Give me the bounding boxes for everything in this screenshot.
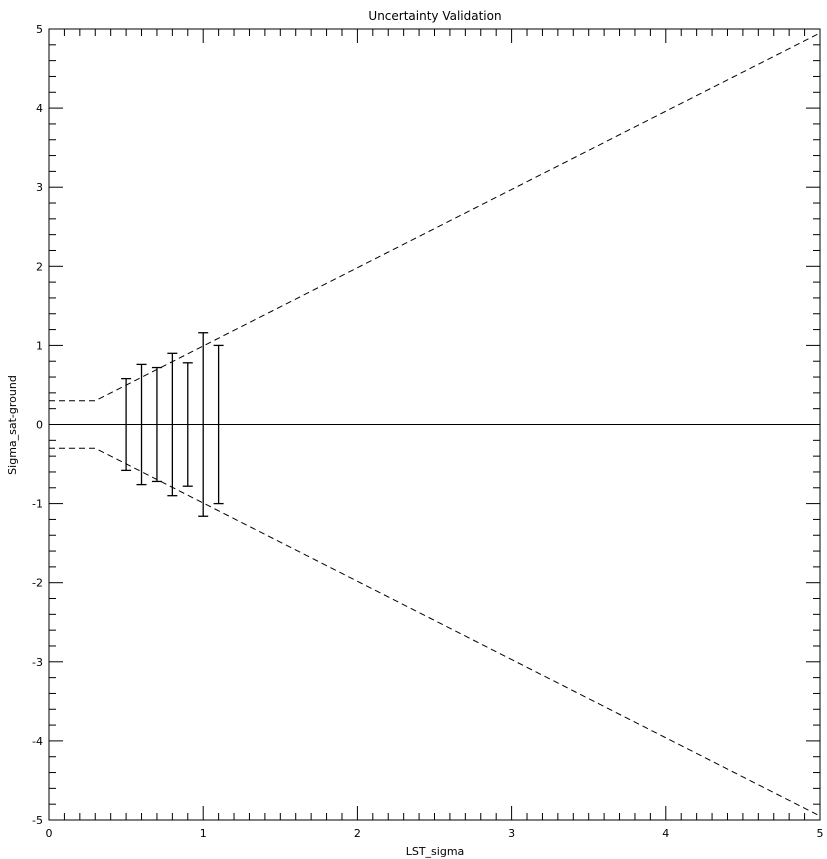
y-tick-label: 1 — [36, 339, 43, 352]
y-axis-label: Sigma_sat-ground — [6, 375, 19, 475]
x-tick-label: 0 — [46, 827, 53, 840]
plot-area: 0 1 2 3 4 5 -5 -4 -3 -2 -1 0 1 2 3 4 5 — [32, 23, 823, 840]
y-tick-label: -5 — [32, 814, 43, 827]
dashed-bound-line — [49, 32, 821, 402]
y-tick-label: 2 — [36, 260, 43, 273]
x-axis-label: LST_sigma — [406, 845, 465, 858]
dashed-bound-line — [49, 447, 821, 817]
x-tick-label: 2 — [354, 827, 361, 840]
y-tick-label: 0 — [36, 419, 43, 432]
y-tick-label: 4 — [36, 102, 43, 115]
x-tick-label: 5 — [817, 827, 824, 840]
y-tick-label: 3 — [36, 181, 43, 194]
x-tick-label: 1 — [200, 827, 207, 840]
y-tick-label: 5 — [36, 23, 43, 36]
x-tick-label: 3 — [508, 827, 515, 840]
x-tick-label: 4 — [662, 827, 669, 840]
chart-title: Uncertainty Validation — [368, 9, 501, 23]
y-tick-label: -2 — [32, 577, 43, 590]
y-tick-label: -3 — [32, 656, 43, 669]
y-tick-label: -4 — [32, 735, 43, 748]
y-tick-label: -1 — [32, 498, 43, 511]
